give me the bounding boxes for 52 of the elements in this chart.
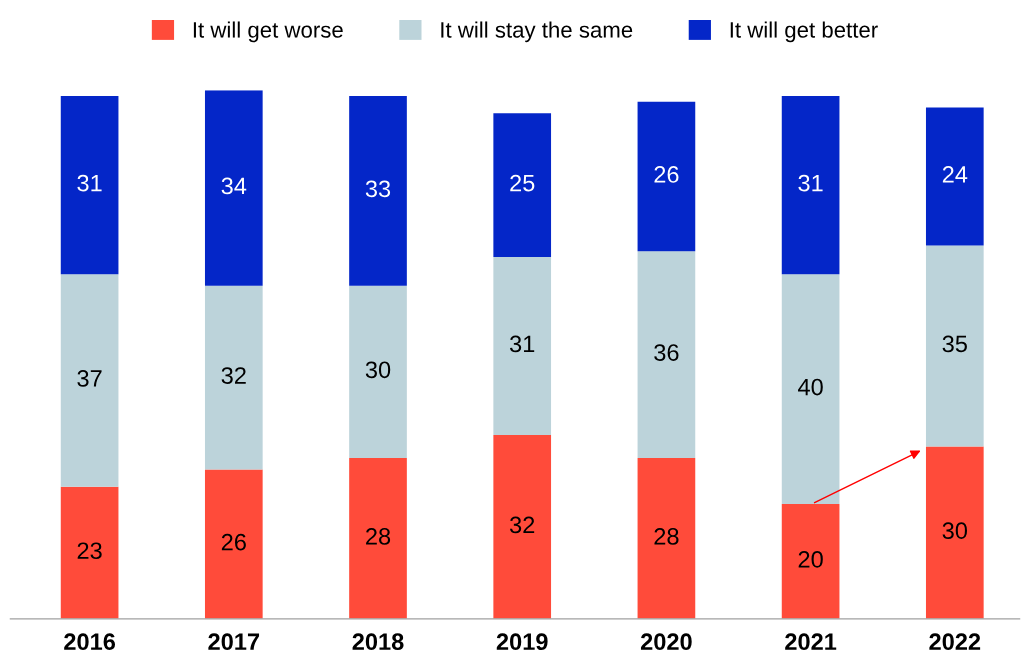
x-tick-label: 2017 xyxy=(208,633,260,651)
data-label: 20 xyxy=(798,551,823,568)
legend-label: It will stay the same xyxy=(441,21,633,43)
bar xyxy=(781,274,840,504)
bar xyxy=(493,113,552,257)
bar xyxy=(493,256,552,435)
bar xyxy=(349,96,407,286)
data-label: 31 xyxy=(798,174,823,192)
bar xyxy=(204,90,263,286)
bar xyxy=(493,435,552,619)
x-tick-label: 2018 xyxy=(352,633,404,651)
bar xyxy=(781,96,840,275)
data-label: 33 xyxy=(365,180,391,198)
bar xyxy=(60,274,119,487)
x-tick-label: 2019 xyxy=(496,633,548,651)
data-label: 30 xyxy=(942,522,968,539)
x-tick-label: 2022 xyxy=(929,633,981,651)
legend-label: It will get worse xyxy=(193,21,343,43)
data-label: 40 xyxy=(798,378,823,396)
data-label: 26 xyxy=(654,166,679,183)
bar xyxy=(60,486,119,619)
data-label: 28 xyxy=(366,528,391,545)
x-tick-label: 2016 xyxy=(64,633,116,651)
bar xyxy=(349,457,407,619)
bar xyxy=(781,503,840,619)
bar xyxy=(349,285,407,458)
data-label: 36 xyxy=(654,344,679,361)
data-label: 23 xyxy=(77,542,102,560)
bar xyxy=(637,457,696,619)
data-label: 30 xyxy=(365,361,391,379)
legend-label: It will get better xyxy=(730,21,878,43)
data-label: 37 xyxy=(77,370,102,387)
bar xyxy=(204,469,263,619)
bar xyxy=(204,285,263,470)
data-label: 31 xyxy=(509,335,535,353)
data-label: 26 xyxy=(221,533,246,551)
data-label: 25 xyxy=(510,174,535,192)
data-label: 34 xyxy=(221,177,247,195)
bar xyxy=(925,107,984,246)
data-label: 31 xyxy=(77,174,102,192)
bar xyxy=(637,251,696,458)
data-label: 32 xyxy=(221,367,246,384)
x-tick-label: 2020 xyxy=(640,633,692,651)
data-label: 24 xyxy=(942,166,968,183)
data-label: 32 xyxy=(509,516,535,534)
x-tick-label: 2021 xyxy=(785,633,837,651)
bar xyxy=(925,245,984,447)
bar xyxy=(925,446,984,619)
data-label: 28 xyxy=(654,528,679,545)
data-label: 35 xyxy=(942,335,967,353)
bar xyxy=(637,101,696,252)
bar xyxy=(60,96,119,275)
